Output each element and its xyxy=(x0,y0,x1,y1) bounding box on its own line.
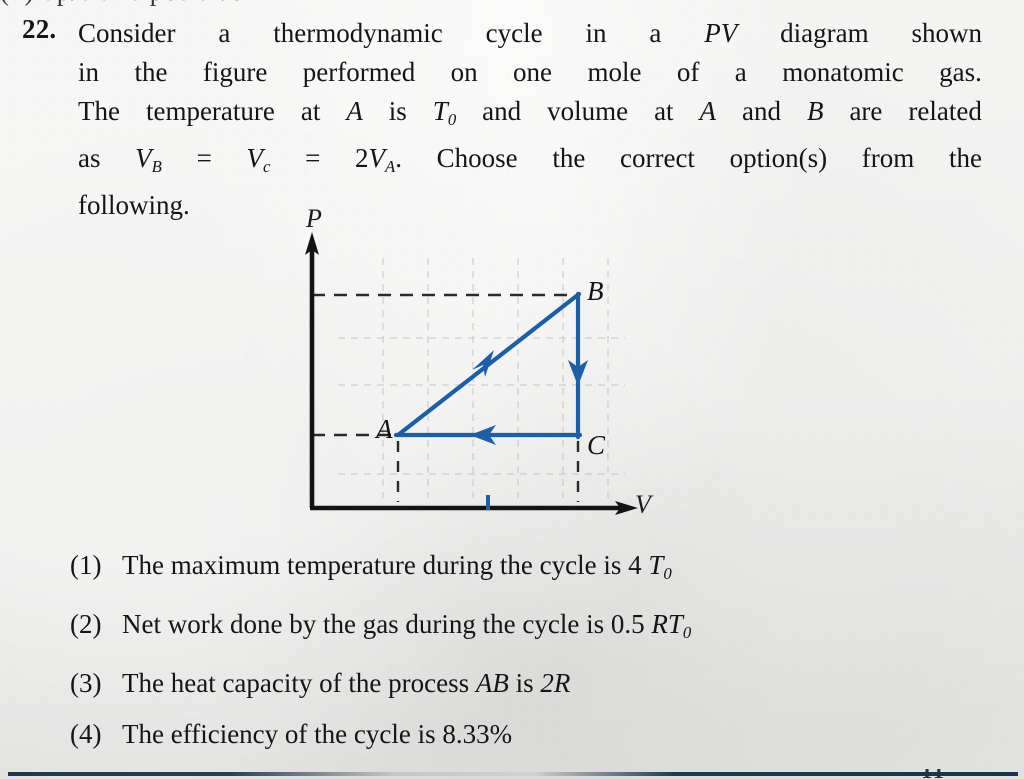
axes xyxy=(309,244,625,511)
option-1-text: The maximum temperature during the cycle… xyxy=(122,550,672,584)
axis-label-v: V xyxy=(635,490,651,519)
question-block: 22. Consider a thermodynamic cycle in a PV dia… xyxy=(22,14,982,225)
process-ca-arrow xyxy=(470,425,496,445)
option-3[interactable]: (3) The heat capacity of the process AB … xyxy=(70,658,970,709)
question-number: 22. xyxy=(22,14,57,44)
symbol-point-a: A xyxy=(346,96,363,126)
option-2[interactable]: (2) Net work done by the gas during the … xyxy=(70,599,970,658)
pv-diagram-svg xyxy=(305,232,638,515)
pv-diagram-figure: P V A B C xyxy=(280,198,680,538)
option-1-marker: (1) xyxy=(70,550,102,580)
option-2-text: Net work done by the gas during the cycl… xyxy=(122,609,692,643)
symbol-point-b: B xyxy=(806,96,824,126)
axis-arrow-p xyxy=(305,232,319,255)
page-bottom-scan-edge: 11 xyxy=(0,769,1024,779)
question-text: Consider a thermodynamic cycle in a PV diagram… xyxy=(78,14,982,225)
option-1[interactable]: (1) The maximum temperature during the c… xyxy=(70,540,970,599)
bottom-edge-glyphs: 11 xyxy=(921,769,946,779)
question-line-1: Consider a thermodynamic cycle in a PV diagram… xyxy=(78,18,982,48)
process-bc-arrow xyxy=(568,360,588,386)
question-line-2: in the figure performed on one mole of a monatom… xyxy=(78,57,982,87)
option-3-text: The heat capacity of the process AB is 2… xyxy=(122,668,571,699)
symbol-pv: PV xyxy=(704,18,738,48)
axis-label-p: P xyxy=(306,204,322,233)
option-4[interactable]: (4) The efficiency of the cycle is 8.33% xyxy=(70,709,970,760)
previous-option-cutoff: (4) dp/dV is positive xyxy=(0,0,1024,12)
option-3-marker: (3) xyxy=(70,668,102,699)
question-line-5: following. xyxy=(78,190,190,221)
point-label-a: A xyxy=(376,414,393,444)
option-4-marker: (4) xyxy=(70,719,102,750)
question-line-4: as VB = Vc = 2VA. Choose the correct option(s… xyxy=(78,143,982,177)
process-ab-arrow xyxy=(472,350,494,377)
previous-option-cutoff-text: (4) dp/dV is positive xyxy=(0,0,243,7)
axis-arrow-v xyxy=(615,501,638,515)
point-label-b: B xyxy=(587,276,604,306)
point-label-c: C xyxy=(587,430,606,460)
option-4-text: The efficiency of the cycle is 8.33% xyxy=(122,719,513,750)
bottom-edge-bar xyxy=(8,772,1018,776)
option-2-marker: (2) xyxy=(70,609,102,640)
symbol-t0-subscript: 0 xyxy=(447,110,457,130)
options-list: (1) The maximum temperature during the c… xyxy=(70,540,970,760)
